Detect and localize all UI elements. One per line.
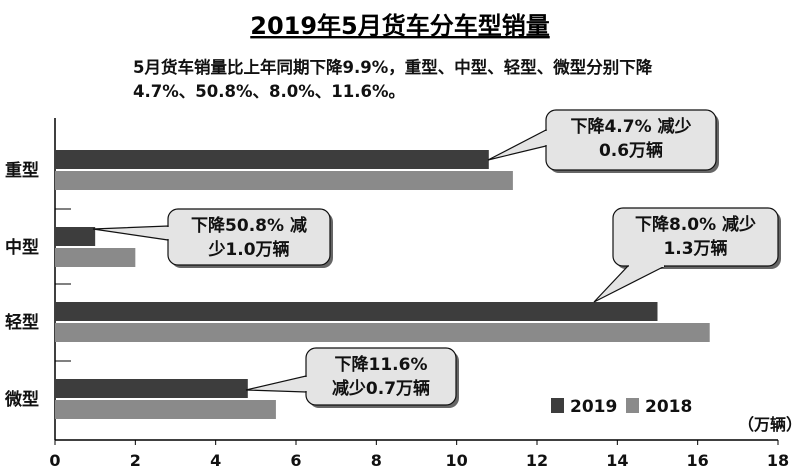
legend: 2019 2018 bbox=[551, 397, 692, 417]
legend-label-2019: 2019 bbox=[570, 397, 617, 417]
bar-2019-2 bbox=[55, 302, 658, 321]
callout-text-line: 下降50.8% 减 bbox=[191, 215, 307, 236]
category-label: 中型 bbox=[5, 237, 39, 258]
category-label: 微型 bbox=[4, 389, 39, 410]
bar-2019-3 bbox=[55, 379, 248, 398]
legend-swatch-2019 bbox=[551, 398, 564, 413]
chart-subtitle-line-2: 4.7%、50.8%、8.0%、11.6%。 bbox=[133, 82, 405, 101]
x-tick-label: 8 bbox=[371, 451, 382, 470]
x-axis-unit-label: （万辆） bbox=[738, 415, 800, 434]
callout-text-line: 少1.0万辆 bbox=[207, 239, 289, 260]
x-tick-label: 4 bbox=[210, 451, 221, 470]
bar-2019-0 bbox=[55, 150, 489, 169]
callout-pointer bbox=[487, 129, 547, 161]
callout-text-line: 减少0.7万辆 bbox=[332, 378, 430, 399]
bar-2019-1 bbox=[55, 227, 96, 246]
bar-2018-3 bbox=[55, 400, 276, 419]
chart-subtitle-line-1: 5月货车销量比上年同期下降9.9%，重型、中型、轻型、微型分别下降 bbox=[133, 57, 653, 77]
callout-3: 下降11.6% 减少0.7万辆 bbox=[245, 347, 459, 408]
x-tick-label: 0 bbox=[49, 451, 60, 470]
x-tick-label: 18 bbox=[767, 451, 789, 470]
callout-pointer bbox=[245, 375, 307, 393]
callout-text-line: 下降11.6% bbox=[335, 354, 428, 375]
x-tick-label: 14 bbox=[606, 451, 628, 470]
callout-0: 下降4.7% 减少 0.6万辆 bbox=[487, 109, 719, 173]
category-label: 轻型 bbox=[5, 312, 39, 333]
x-tick-label: 2 bbox=[130, 451, 141, 470]
callout-2: 下降8.0% 减少 1.3万辆 bbox=[593, 207, 781, 303]
bar-2018-2 bbox=[55, 323, 710, 342]
callout-text-line: 下降4.7% 减少 bbox=[570, 116, 691, 137]
chart-title: 2019年5月货车分车型销量 bbox=[250, 12, 550, 40]
callout-1: 下降50.8% 减少1.0万辆 bbox=[92, 208, 333, 268]
bar-2018-1 bbox=[55, 248, 136, 267]
legend-label-2018: 2018 bbox=[645, 397, 692, 417]
x-tick-label: 12 bbox=[526, 451, 548, 470]
callout-text-line: 1.3万辆 bbox=[663, 238, 727, 259]
callout-pointer bbox=[92, 225, 169, 241]
callout-text-line: 下降8.0% 减少 bbox=[635, 214, 756, 235]
x-tick-label: 6 bbox=[290, 451, 301, 470]
x-tick-label: 16 bbox=[687, 451, 709, 470]
category-label: 重型 bbox=[5, 160, 39, 181]
bar-2018-0 bbox=[55, 171, 513, 190]
callout-text-line: 0.6万辆 bbox=[599, 140, 663, 161]
callout-box bbox=[612, 207, 779, 267]
callout-pointer bbox=[593, 265, 666, 303]
legend-swatch-2018 bbox=[626, 398, 639, 413]
x-tick-label: 10 bbox=[446, 451, 468, 470]
